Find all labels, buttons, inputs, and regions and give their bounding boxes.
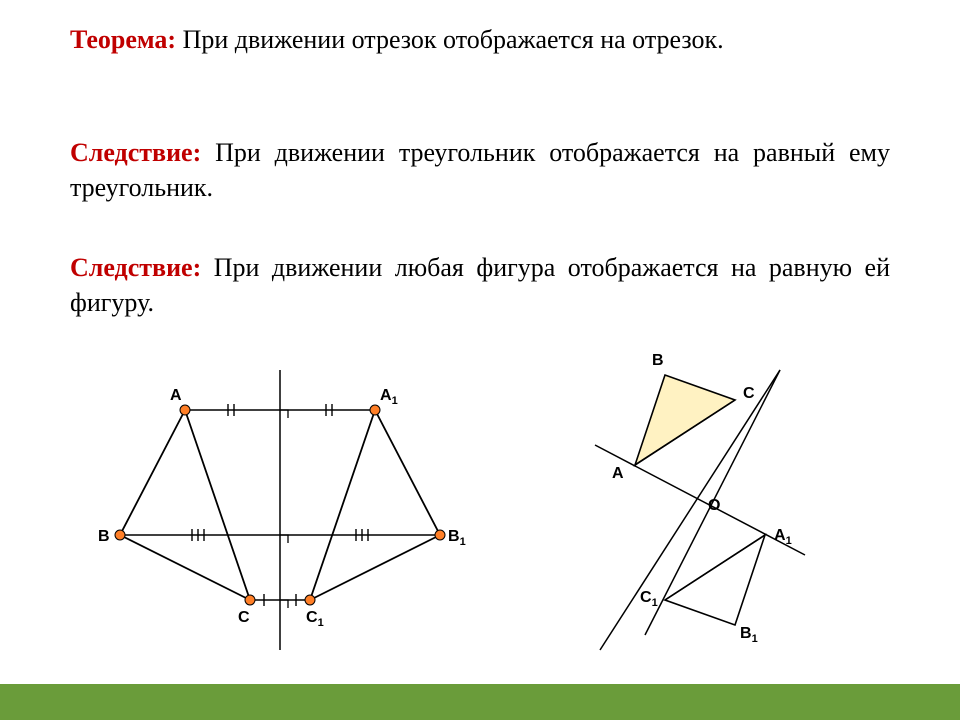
triangle-A1B1C1-outline (665, 535, 765, 625)
theorem-paragraph: Теорема: При движении отрезок отображает… (70, 22, 890, 57)
corollary2-label: Следствие: (70, 253, 201, 282)
diagram1-svg: A A1 B B1 C C1 (70, 360, 490, 660)
label-C: C (238, 609, 250, 626)
slide: Теорема: При движении отрезок отображает… (0, 0, 960, 720)
perp-mark-C (280, 600, 288, 608)
label-B: B (98, 528, 110, 545)
label2-C1: C1 (640, 589, 658, 609)
label2-C: C (743, 385, 755, 402)
label2-B1: B1 (740, 625, 758, 645)
perp-mark-B (280, 535, 288, 543)
label2-A: A (612, 465, 624, 482)
footer-bar (0, 684, 960, 720)
triangle-A1B1C1 (310, 410, 440, 600)
theorem-text: При движении отрезок отображается на отр… (176, 25, 724, 54)
diagram-central-symmetry: B C A O A1 B1 C1 (540, 340, 860, 660)
triangle-ABC (120, 410, 250, 600)
corollary1-paragraph: Следствие: При движении треугольник отоб… (70, 135, 890, 205)
label-A: A (170, 387, 182, 404)
theorem-label: Теорема: (70, 25, 176, 54)
triangle-ABC-fill (635, 375, 735, 465)
corollary2-paragraph: Следствие: При движении любая фигура ото… (70, 250, 890, 320)
label-C1: C1 (306, 609, 324, 629)
corollary1-label: Следствие: (70, 138, 201, 167)
diagram-axial-symmetry: A A1 B B1 C C1 (70, 360, 490, 660)
label-B1: B1 (448, 528, 466, 548)
label-A1: A1 (380, 387, 398, 407)
label2-O: O (708, 497, 720, 514)
label2-B: B (652, 352, 664, 369)
diagram2-svg: B C A O A1 B1 C1 (540, 340, 860, 660)
perp-mark-A (280, 410, 288, 418)
